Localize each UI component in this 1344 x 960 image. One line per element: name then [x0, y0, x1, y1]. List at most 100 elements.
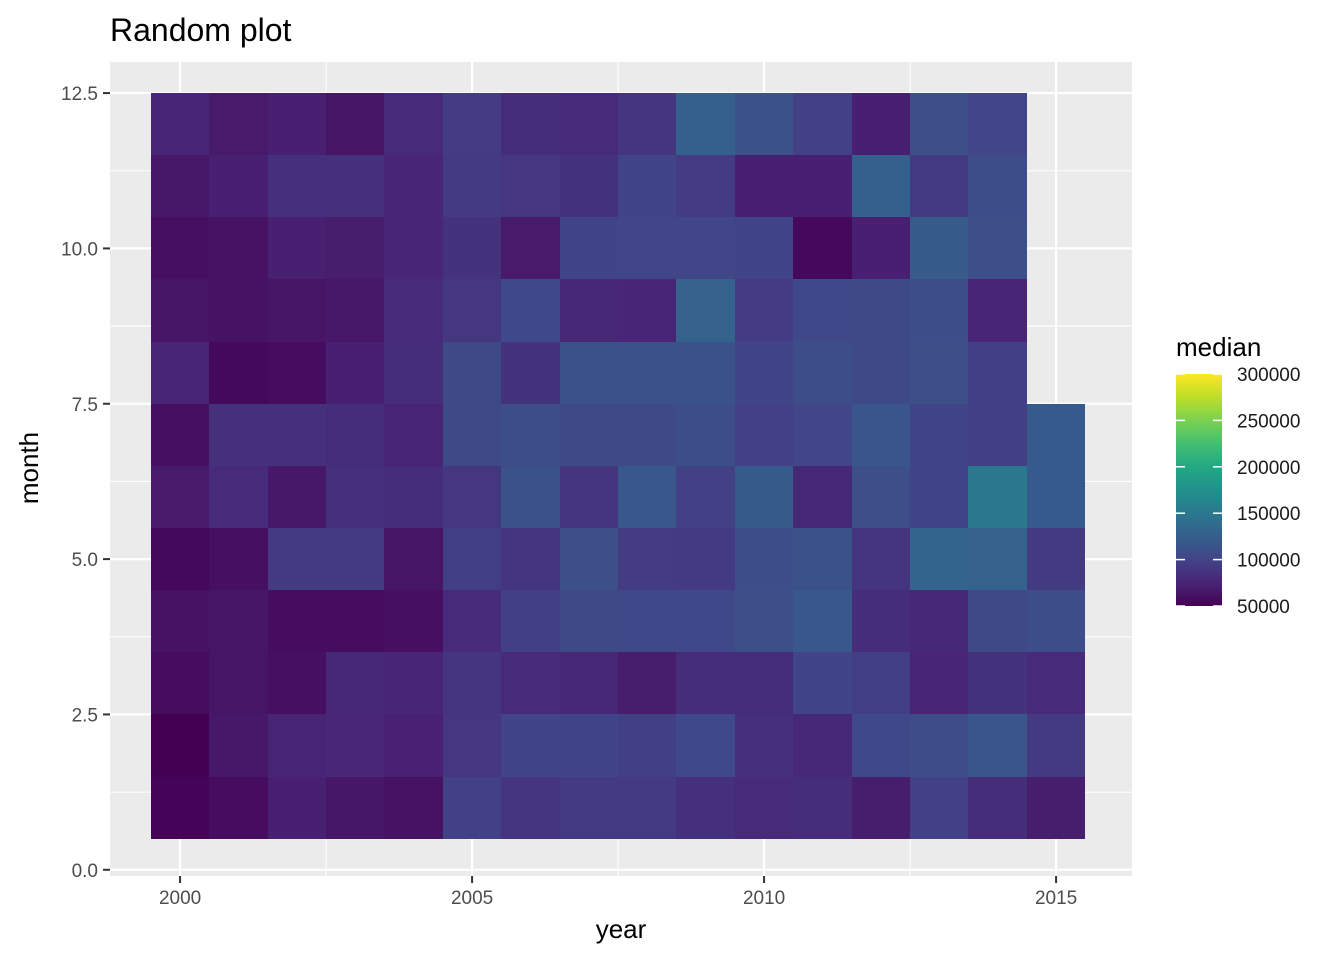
y-axis-title: month — [14, 432, 44, 504]
heatmap-cell — [443, 404, 501, 466]
heatmap-cell — [676, 217, 735, 279]
heatmap-cell — [151, 279, 209, 342]
heatmap-cell — [676, 93, 735, 155]
heatmap-cell — [735, 155, 793, 217]
x-tick-label: 2010 — [743, 888, 785, 909]
heatmap-cell — [852, 590, 910, 652]
heatmap-cell — [968, 590, 1027, 652]
legend-title: median — [1176, 332, 1261, 362]
heatmap-cell — [852, 217, 910, 279]
heatmap-cell — [326, 342, 384, 404]
heatmap-cell — [209, 777, 268, 839]
heatmap-cell — [560, 217, 618, 279]
heatmap-cell — [501, 93, 560, 155]
y-tick-label: 10.0 — [61, 239, 98, 260]
heatmap-cell — [793, 652, 852, 714]
heatmap-cell — [501, 590, 560, 652]
heatmap-cell — [676, 714, 735, 777]
heatmap-cell — [384, 466, 443, 528]
heatmap-cell — [618, 652, 676, 714]
heatmap-cell — [560, 528, 618, 590]
heatmap-cell — [326, 466, 384, 528]
heatmap-cell — [560, 155, 618, 217]
heatmap-cell — [618, 590, 676, 652]
heatmap-cell — [968, 279, 1027, 342]
heatmap-cell — [676, 404, 735, 466]
heatmap-cell — [676, 466, 735, 528]
heatmap-cell — [852, 279, 910, 342]
heatmap-cell — [209, 652, 268, 714]
heatmap-cell — [151, 217, 209, 279]
heatmap-cell — [326, 777, 384, 839]
heatmap-cell — [735, 528, 793, 590]
heatmap-cell — [793, 217, 852, 279]
heatmap-cell — [384, 404, 443, 466]
heatmap-cell — [618, 466, 676, 528]
heatmap-cell — [151, 714, 209, 777]
y-tick-label: 7.5 — [72, 395, 98, 416]
heatmap-cell — [560, 404, 618, 466]
heatmap-cell — [910, 217, 968, 279]
heatmap-cell — [268, 217, 326, 279]
heatmap-cell — [268, 155, 326, 217]
heatmap-cell — [501, 279, 560, 342]
chart-title: Random plot — [110, 12, 292, 48]
heatmap-cell — [151, 404, 209, 466]
heatmap-cell — [560, 93, 618, 155]
heatmap-cell — [793, 404, 852, 466]
heatmap-cell — [793, 279, 852, 342]
heatmap-cell — [209, 528, 268, 590]
heatmap-cell — [852, 466, 910, 528]
heatmap-cell — [968, 528, 1027, 590]
heatmap-cell — [910, 466, 968, 528]
heatmap-cell — [618, 279, 676, 342]
heatmap-cell — [560, 342, 618, 404]
heatmap-cell — [151, 466, 209, 528]
heatmap-cell — [560, 714, 618, 777]
heatmap-cell — [384, 279, 443, 342]
heatmap-cell — [501, 652, 560, 714]
heatmap-cell — [910, 342, 968, 404]
y-tick-label: 0.0 — [72, 861, 98, 882]
heatmap-cell — [268, 404, 326, 466]
heatmap-cell — [209, 404, 268, 466]
heatmap-cell — [968, 652, 1027, 714]
heatmap-cells — [151, 93, 1085, 839]
heatmap-cell — [676, 279, 735, 342]
heatmap-cell — [618, 528, 676, 590]
heatmap-cell — [384, 528, 443, 590]
x-tick-label: 2005 — [451, 888, 493, 909]
y-tick-label: 2.5 — [72, 705, 98, 726]
heatmap-cell — [793, 528, 852, 590]
x-tick-label: 2000 — [159, 888, 201, 909]
heatmap-cell — [618, 777, 676, 839]
heatmap-cell — [501, 404, 560, 466]
x-tick-label: 2015 — [1035, 888, 1077, 909]
heatmap-cell — [560, 777, 618, 839]
heatmap-cell — [501, 466, 560, 528]
heatmap-cell — [384, 714, 443, 777]
heatmap-cell — [268, 342, 326, 404]
heatmap-cell — [852, 777, 910, 839]
heatmap-cell — [852, 404, 910, 466]
heatmap-cell — [735, 466, 793, 528]
heatmap-cell — [151, 777, 209, 839]
y-axis: 0.0 2.5 5.0 7.5 10.0 12.5 — [61, 84, 110, 882]
heatmap-cell — [326, 652, 384, 714]
heatmap-cell — [852, 155, 910, 217]
heatmap-cell — [968, 217, 1027, 279]
heatmap-cell — [443, 217, 501, 279]
heatmap-cell — [968, 714, 1027, 777]
heatmap-cell — [326, 590, 384, 652]
heatmap-cell — [443, 652, 501, 714]
heatmap-cell — [209, 714, 268, 777]
heatmap-cell — [910, 155, 968, 217]
legend-tick-label: 200000 — [1237, 458, 1300, 479]
heatmap-cell — [384, 217, 443, 279]
heatmap-cell — [326, 155, 384, 217]
heatmap-cell — [443, 155, 501, 217]
heatmap-cell — [560, 590, 618, 652]
heatmap-cell — [910, 652, 968, 714]
heatmap-cell — [326, 217, 384, 279]
